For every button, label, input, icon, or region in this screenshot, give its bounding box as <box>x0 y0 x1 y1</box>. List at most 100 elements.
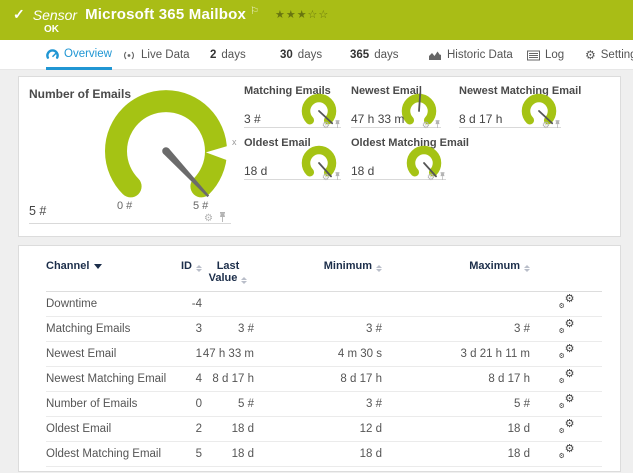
channel-settings-icon[interactable]: ⚙ ⚙ <box>558 368 575 386</box>
column-header-channel[interactable]: Channel <box>46 246 164 292</box>
sort-icon <box>241 277 248 284</box>
gear-icon[interactable]: ⚙ <box>426 171 435 182</box>
channel-settings-icon[interactable]: ⚙ ⚙ <box>558 318 575 336</box>
tab-live-data[interactable]: Live Data <box>122 40 190 70</box>
tab-2-days[interactable]: 2 days <box>210 40 246 70</box>
number-of-emails-gauge <box>105 90 230 198</box>
gauge-panel-matching-emails[interactable]: Matching Emails 3 # ⚙ <box>244 85 341 131</box>
live-signal-icon <box>122 50 136 61</box>
gear-icon[interactable]: ⚙ <box>321 171 330 182</box>
tab-label-number: 2 <box>210 49 217 61</box>
gauge-min-label: 0 # <box>117 200 133 212</box>
pin-icon[interactable] <box>218 210 227 228</box>
table-row[interactable]: Oldest Matching Email 5 18 d 18 d 18 d ⚙… <box>46 442 602 467</box>
channel-settings-icon[interactable]: ⚙ ⚙ <box>558 293 575 311</box>
status-ok-check-icon: ✓ <box>13 6 25 22</box>
channel-maximum: 8 d 17 h <box>488 373 530 385</box>
channel-last-value: 8 d 17 h <box>212 373 254 385</box>
channel-id: 0 <box>195 398 202 410</box>
pin-icon[interactable] <box>554 116 561 134</box>
channel-minimum: 3 # <box>366 323 382 335</box>
gauge-title: Matching Emails <box>244 85 331 97</box>
gauge-value: 18 d <box>244 164 268 178</box>
tab-settings[interactable]: ⚙ Settings <box>585 40 633 70</box>
channel-name: Downtime <box>46 298 98 310</box>
tab-historic-data[interactable]: Historic Data <box>428 40 513 70</box>
gear-icon[interactable]: ⚙ <box>541 119 550 130</box>
status-badge: OK <box>44 24 59 35</box>
tab-label: Historic Data <box>447 49 513 61</box>
column-header-minimum[interactable]: Minimum <box>254 246 382 292</box>
table-header-row: Channel ID Last Value Minimum Maximum <box>46 246 602 292</box>
gauge-title: Newest Email <box>351 85 422 97</box>
gauge-icon <box>46 48 59 59</box>
divider <box>244 179 341 180</box>
channel-id: 2 <box>195 423 202 435</box>
small-gauge <box>401 92 437 125</box>
overview-panel: Number of Emails x 0 # 5 # 5 # ⚙ Matchin… <box>18 76 621 237</box>
gauge-value: 47 h 33 m <box>351 112 405 126</box>
channel-maximum: 3 d 21 h 11 m <box>460 348 530 360</box>
table-row[interactable]: Oldest Email 2 18 d 12 d 18 d ⚙ ⚙ <box>46 417 602 442</box>
gauge-title: Oldest Matching Email <box>351 137 469 149</box>
gear-icon[interactable]: ⚙ <box>321 119 330 130</box>
tab-label: Overview <box>64 47 112 60</box>
channel-settings-icon[interactable]: ⚙ ⚙ <box>558 343 575 361</box>
pin-icon[interactable] <box>439 168 446 186</box>
gauge-panel-newest-email[interactable]: Newest Email 47 h 33 m ⚙ <box>351 85 441 131</box>
gauge-panel-newest-matching-email[interactable]: Newest Matching Email 8 d 17 h ⚙ <box>459 85 582 134</box>
pin-icon[interactable] <box>334 116 341 134</box>
table-row[interactable]: Newest Matching Email 4 8 d 17 h 8 d 17 … <box>46 367 602 392</box>
channel-maximum: 18 d <box>507 423 530 435</box>
pin-icon[interactable] <box>434 116 441 134</box>
sort-icon <box>376 265 382 272</box>
channel-id: -4 <box>191 298 202 310</box>
table-row[interactable]: Newest Email 1 47 h 33 m 4 m 30 s 3 d 21… <box>46 342 602 367</box>
log-list-icon <box>527 50 540 61</box>
tab-label: Live Data <box>141 49 190 61</box>
max-marker-notch <box>205 145 230 161</box>
column-header-id[interactable]: ID <box>164 246 202 292</box>
main-gauge-value: 5 # <box>29 204 47 218</box>
channel-minimum <box>254 292 382 317</box>
divider <box>351 127 441 128</box>
column-header-last-value[interactable]: Last Value <box>202 246 254 292</box>
gauge-value: 3 # <box>244 112 261 126</box>
channel-minimum: 4 m 30 s <box>337 348 382 360</box>
table-row[interactable]: Matching Emails 3 3 # 3 # 3 # ⚙ ⚙ <box>46 317 602 342</box>
channels-table: Channel ID Last Value Minimum Maximum Do… <box>46 246 602 467</box>
tab-30-days[interactable]: 30 days <box>280 40 322 70</box>
tab-log[interactable]: Log <box>527 40 564 70</box>
area-chart-icon <box>428 50 442 61</box>
main-gauge-title: Number of Emails <box>29 87 132 101</box>
channel-settings-icon[interactable]: ⚙ ⚙ <box>558 443 575 461</box>
channel-name: Matching Emails <box>46 323 131 335</box>
tab-365-days[interactable]: 365 days <box>350 40 398 70</box>
channel-settings-icon[interactable]: ⚙ ⚙ <box>558 393 575 411</box>
gauge-panel-oldest-email[interactable]: Oldest Email 18 d ⚙ <box>244 137 341 183</box>
channel-maximum: 5 # <box>514 398 530 410</box>
gear-icon[interactable]: ⚙ <box>204 213 213 224</box>
table-row[interactable]: Number of Emails 0 5 # 3 # 5 # ⚙ ⚙ <box>46 392 602 417</box>
channel-maximum: 3 # <box>514 323 530 335</box>
tab-label: Log <box>545 49 565 61</box>
column-header-maximum[interactable]: Maximum <box>382 246 530 292</box>
small-gauge <box>301 145 337 178</box>
tab-label-number: 30 <box>280 49 293 61</box>
priority-stars[interactable]: ★★★☆☆ <box>274 9 330 21</box>
pin-icon[interactable] <box>334 168 341 186</box>
channel-name: Oldest Matching Email <box>46 448 162 460</box>
tab-overview[interactable]: Overview <box>46 40 112 70</box>
table-row[interactable]: Downtime -4 ⚙ ⚙ <box>46 292 602 317</box>
channel-last-value: 5 # <box>238 398 254 410</box>
channel-settings-icon[interactable]: ⚙ ⚙ <box>558 418 575 436</box>
sensor-status-bar: ✓ Sensor Microsoft 365 Mailbox ⚐ ★★★☆☆ O… <box>0 0 633 40</box>
gauge-panel-oldest-matching-email[interactable]: Oldest Matching Email 18 d ⚙ <box>351 137 469 186</box>
tab-label: Settings <box>600 49 633 61</box>
small-gauge <box>521 93 557 125</box>
divider <box>244 127 341 128</box>
gear-icon[interactable]: ⚙ <box>421 119 430 130</box>
channel-last-value: 3 # <box>238 323 254 335</box>
gauge-title: Newest Matching Email <box>459 85 582 97</box>
